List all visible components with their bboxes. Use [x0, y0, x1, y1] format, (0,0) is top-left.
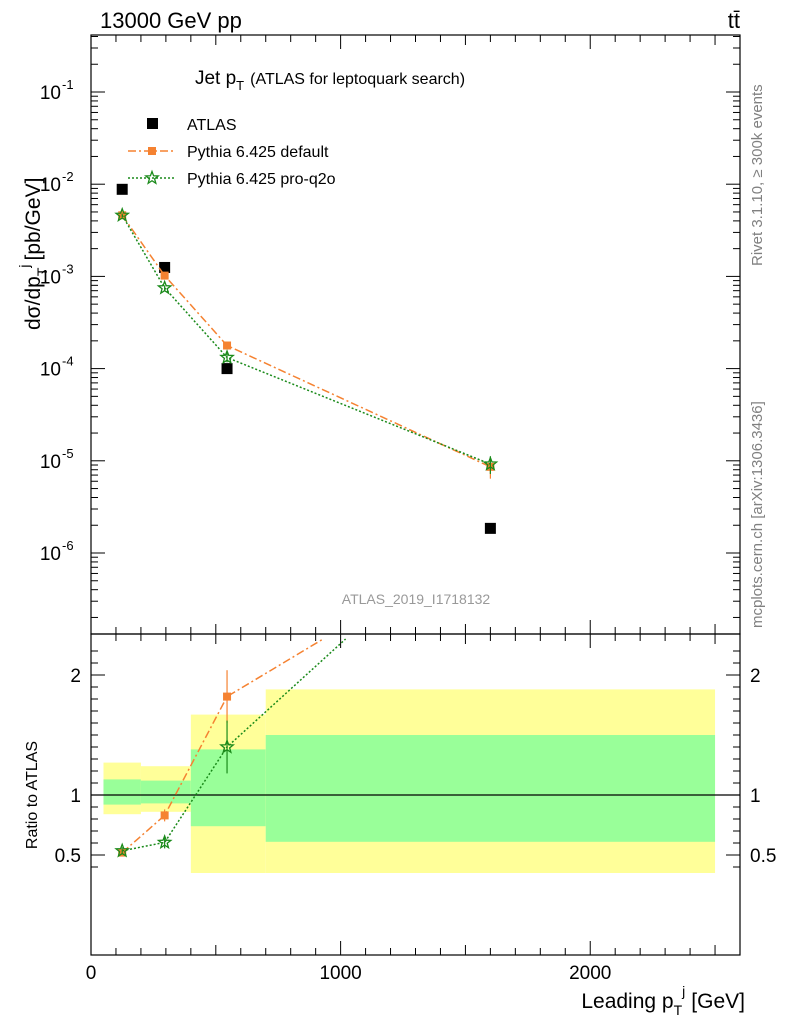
main-ytick-exp-0: -1 [62, 77, 74, 92]
ratio-band-green-3 [265, 735, 716, 842]
ratio-ytick-label-1: 1 [70, 786, 81, 807]
xlabel-sub: T [674, 1002, 683, 1018]
analysis-watermark: ATLAS_2019_I1718132 [342, 591, 491, 607]
main-ytick-exp-1: -2 [62, 169, 74, 184]
main-series [114, 183, 499, 534]
main-ytick-exp-3: -4 [62, 354, 74, 369]
main-point-proq2o-2 [219, 349, 235, 365]
ratio-point-default-2 [223, 692, 232, 701]
ratio-series-clipped [114, 638, 347, 858]
main-point-atlas-1 [159, 261, 171, 273]
ratio-bands [91, 689, 740, 873]
ratio-ytick-label-0: 0.5 [55, 846, 81, 867]
ratio-band-green-2 [190, 749, 266, 827]
legend-default-marker [148, 147, 156, 155]
ratio-ytick-label-right-2: 2 [750, 666, 761, 687]
xlabel-unit: [GeV] [691, 990, 745, 1013]
xlabel: Leading pTj [GeV] [581, 983, 745, 1018]
rivet-label: Rivet 3.1.10, ≥ 300k events [749, 84, 766, 266]
main-ytick-label-2: 10 [40, 267, 61, 288]
main-ytick-exp-5: -6 [62, 538, 74, 553]
ratio-ylabel: Ratio to ATLAS [24, 741, 41, 849]
ratio-ytick-label-right-0: 0.5 [750, 846, 776, 867]
ratio-point-proq2o-2 [219, 738, 235, 754]
main-line-2 [121, 214, 491, 465]
main-point-atlas-0 [116, 183, 128, 195]
main-ytick-label-1: 10 [40, 175, 61, 196]
plot-title-note: (ATLAS for leptoquark search) [250, 71, 465, 88]
main-ylabel: dσ/dpTj [pb/GeV] [16, 178, 50, 330]
main-axes: 10-110-210-310-410-510-6 [40, 34, 741, 635]
ratio-line-1 [122, 638, 347, 852]
xlabel-sup: j [681, 983, 685, 999]
main-point-proq2o-1 [156, 279, 173, 295]
main-point-proq2o-3 [482, 455, 499, 471]
header-left: 13000 GeV pp [100, 8, 242, 33]
ratio-point-default-1 [160, 811, 169, 820]
xlabel-text: Leading p [581, 990, 673, 1013]
main-ylabel-sup: j [16, 264, 32, 268]
ratio-series [114, 638, 347, 858]
ratio-point-proq2o-1 [156, 834, 173, 850]
ratio-band-green-1 [140, 780, 191, 804]
main-ylabel-text: dσ/dp [22, 276, 45, 330]
ratio-ytick-label-2: 2 [70, 666, 81, 687]
ratio-band-green-0 [103, 779, 141, 805]
main-ytick-label-3: 10 [40, 360, 61, 381]
main-ytick-label-0: 10 [40, 83, 61, 104]
header-right: tt̄ [728, 8, 740, 33]
main-ylabel-sub: T [34, 267, 50, 276]
ratio-ytick-label-right-1: 1 [750, 786, 761, 807]
main-line-1 [121, 214, 491, 468]
main-point-default-1 [160, 271, 169, 280]
main-point-atlas-2 [221, 363, 233, 375]
ratio-axes: 0 1000 2000 0.5 0.5 1 1 2 2 [55, 633, 776, 984]
main-ytick-exp-4: -5 [62, 446, 74, 461]
legend-proq2o-label: Pythia 6.425 pro-q2o [187, 171, 336, 188]
legend-default-label: Pythia 6.425 default [187, 144, 329, 161]
main-point-default-2 [223, 341, 232, 350]
main-ylabel-unit: [pb/GeV] [22, 178, 45, 261]
plot-title-main: Jet p [195, 68, 236, 89]
legend: ATLAS Pythia 6.425 default Pythia 6.425 … [128, 117, 336, 188]
legend-atlas-marker [147, 118, 158, 129]
ratio-point-proq2o-0 [114, 842, 131, 858]
mcplots-label: mcplots.cern.ch [arXiv:1306.3436] [749, 401, 766, 628]
legend-atlas-label: ATLAS [187, 117, 237, 134]
ratio-line-0 [121, 638, 324, 854]
plot-title: Jet pT (ATLAS for leptoquark search) [195, 68, 465, 93]
plot-title-sub: T [236, 78, 244, 93]
main-ytick-label-4: 10 [40, 452, 61, 473]
main-ytick-exp-2: -3 [62, 261, 74, 276]
legend-proq2o-marker [144, 169, 160, 185]
legend-star-shape [144, 169, 160, 185]
main-ytick-label-5: 10 [40, 544, 61, 565]
main-point-proq2o-0 [114, 206, 131, 223]
ratio-xtick-label-1: 1000 [319, 963, 361, 984]
ratio-xtick-label-0: 0 [86, 963, 97, 984]
main-point-atlas-3 [484, 522, 496, 534]
ratio-xtick-label-2: 2000 [569, 963, 611, 984]
